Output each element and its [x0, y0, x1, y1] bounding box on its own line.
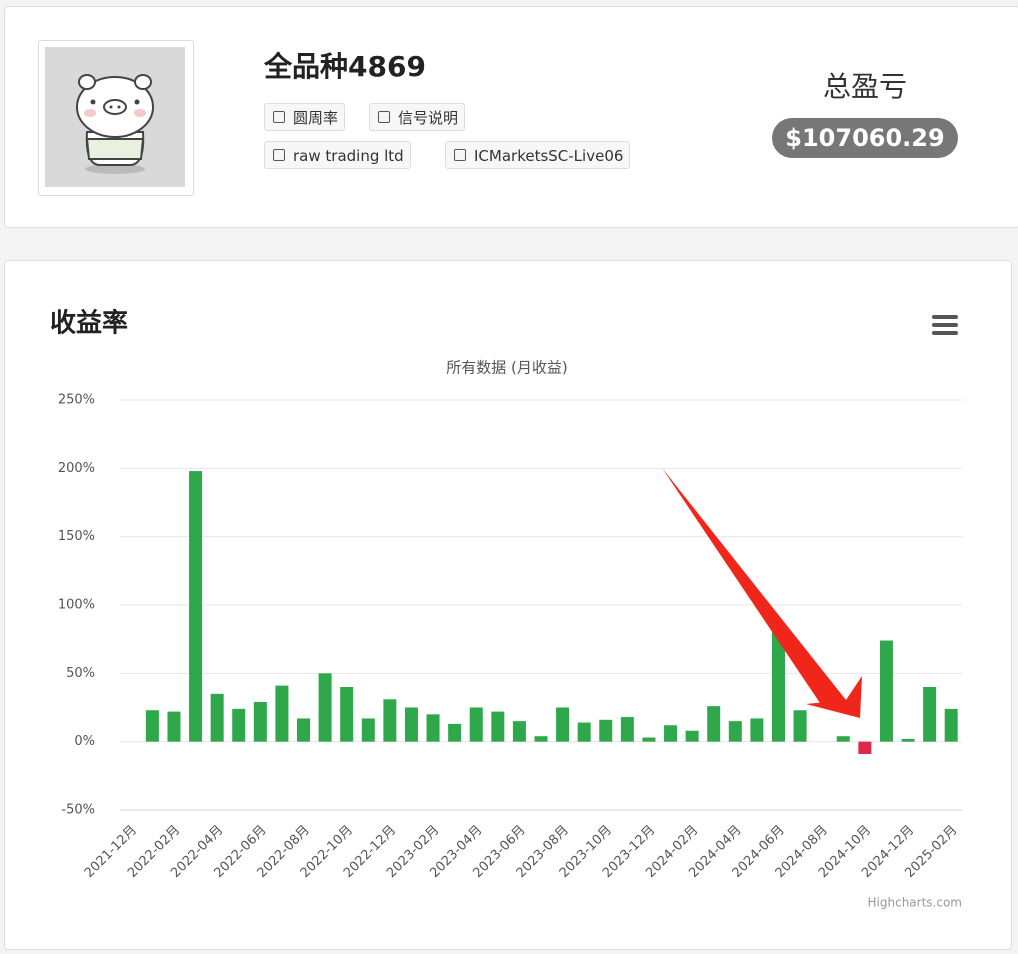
badge-text: ICMarketsSC-Live06: [474, 147, 624, 165]
bar: [512, 721, 526, 742]
profile-card: 全品种4869 圆周率 信号说明 raw trading ltd ICMarke…: [4, 6, 1018, 228]
y-tick-label: 250%: [58, 393, 95, 408]
bar: [275, 685, 289, 742]
bar: [469, 707, 483, 742]
bar: [858, 741, 872, 754]
bar: [361, 718, 375, 742]
bar: [707, 706, 721, 742]
y-tick-label: -50%: [61, 803, 95, 818]
bar: [491, 711, 505, 742]
badge-text: 信号说明: [398, 109, 459, 127]
bar: [620, 717, 634, 742]
bar: [556, 707, 570, 742]
y-tick-label: 200%: [58, 461, 95, 476]
bar: [944, 708, 958, 742]
badge[interactable]: 信号说明: [369, 103, 466, 131]
bar: [210, 693, 224, 742]
bar: [901, 738, 915, 742]
bar: [340, 687, 354, 742]
avatar-frame: [38, 40, 194, 196]
bar: [793, 710, 807, 742]
badge[interactable]: raw trading ltd: [264, 141, 411, 169]
menu-button[interactable]: [932, 315, 958, 335]
bar: [836, 736, 850, 742]
bar: [253, 702, 267, 742]
chart-subtitle: 所有数据 (月收益): [446, 359, 567, 377]
bar: [685, 730, 699, 742]
bar: [426, 714, 440, 742]
bar: [297, 718, 311, 742]
bar: [664, 725, 678, 742]
arrow-annotation: [662, 468, 862, 718]
badge[interactable]: 圆周率: [264, 103, 346, 131]
avatar: [45, 47, 185, 187]
bar: [189, 471, 203, 742]
bar: [448, 723, 462, 742]
bar: [577, 722, 591, 742]
bar: [879, 640, 893, 742]
bar: [923, 687, 937, 742]
y-tick-label: 100%: [58, 598, 95, 613]
badge-text: 圆周率: [293, 109, 339, 127]
credits[interactable]: Highcharts.com: [868, 896, 962, 910]
bar: [167, 711, 181, 742]
bar: [145, 710, 159, 742]
bar: [750, 718, 764, 742]
bar: [318, 673, 332, 742]
y-tick-label: 150%: [58, 529, 95, 544]
bar: [404, 707, 418, 742]
bar: [599, 719, 613, 742]
bar: [534, 736, 548, 742]
bar: [383, 699, 397, 742]
bar: [771, 630, 785, 742]
total-value: $107060.29: [772, 118, 958, 158]
bar: [642, 737, 656, 742]
badge[interactable]: ICMarketsSC-Live06: [445, 141, 631, 169]
badge-text: raw trading ltd: [293, 147, 404, 165]
y-tick-label: 50%: [66, 666, 95, 681]
account-name: 全品种4869: [264, 50, 426, 83]
y-tick-label: 0%: [74, 734, 95, 749]
bar: [232, 708, 246, 742]
bar: [728, 721, 742, 742]
chart-title: 收益率: [50, 308, 128, 339]
total-label: 总盈亏: [822, 70, 907, 103]
